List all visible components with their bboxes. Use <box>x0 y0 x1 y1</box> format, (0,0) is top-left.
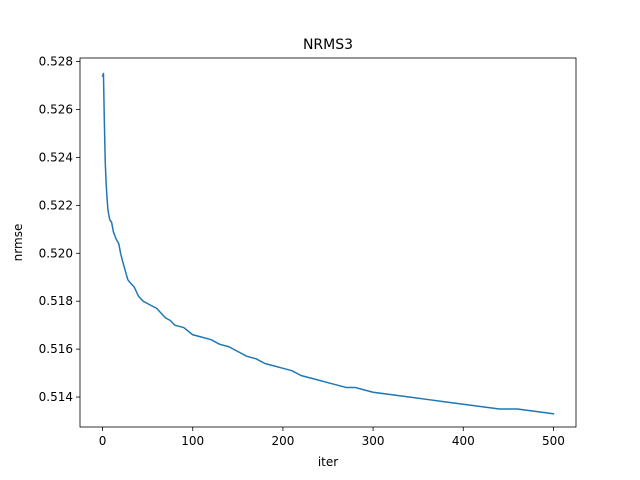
y-axis: 0.514 0.516 0.518 0.520 0.522 0.524 0.526 0.528 <box>39 55 80 404</box>
x-tick-label: 300 <box>362 434 385 448</box>
y-tick-label: 0.514 <box>39 390 73 404</box>
x-axis-label: iter <box>318 455 338 469</box>
plot-area <box>80 58 576 427</box>
y-tick-label: 0.522 <box>39 198 73 212</box>
x-tick-label: 0 <box>99 434 107 448</box>
x-tick-label: 400 <box>452 434 475 448</box>
y-tick-label: 0.528 <box>39 55 73 69</box>
y-axis-label: nrmse <box>11 224 25 262</box>
plot-frame <box>79 57 577 428</box>
series-line <box>101 72 555 415</box>
y-tick-label: 0.524 <box>39 150 73 164</box>
y-tick-label: 0.520 <box>39 246 73 260</box>
x-axis: 0 100 200 300 400 500 <box>99 427 565 448</box>
x-tick-label: 200 <box>271 434 294 448</box>
x-tick-label: 500 <box>542 434 565 448</box>
y-tick-label: 0.526 <box>39 103 73 117</box>
x-tick-label: 100 <box>181 434 204 448</box>
y-tick-label: 0.518 <box>39 294 73 308</box>
chart-title: NRMS3 <box>303 37 353 53</box>
y-tick-label: 0.516 <box>39 342 73 356</box>
